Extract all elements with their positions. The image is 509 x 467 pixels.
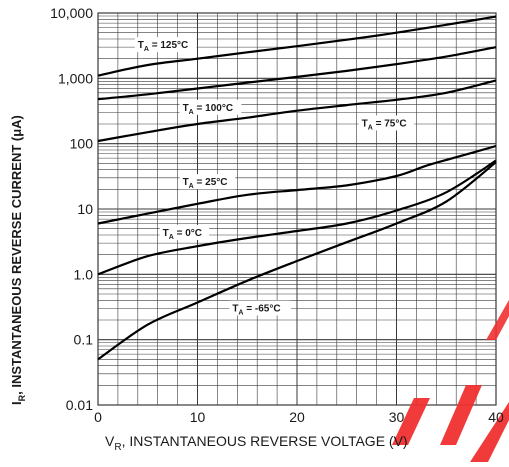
series-label-sub: A (169, 234, 174, 241)
y-tick-label: 100 (70, 136, 94, 152)
series-label: TA = 125°C (138, 40, 188, 53)
x-tick-label: 30 (389, 409, 405, 425)
x-axis-title-sub: R (114, 442, 121, 453)
tick-label-layer: 0 10 20 30 40 0.01 0.1 1.0 10 100 1,000 10,000 (50, 5, 504, 425)
series-label-bg (179, 99, 242, 115)
series-line (97, 159, 497, 276)
x-axis-title: VR, INSTANTANEOUS REVERSE VOLTAGE (V) (105, 433, 408, 453)
curve-label-layer: TA = 125°CTA = 100°CTA = 75°CTA = 25°CTA… (134, 37, 415, 316)
series-label: TA = 25°C (183, 177, 228, 190)
series-label-sub: A (368, 124, 373, 131)
x-tick-label: 20 (289, 409, 305, 425)
series-label-prefix: T (183, 103, 189, 114)
y-tick-label: 10 (77, 201, 93, 217)
series-label: TA = 0°C (163, 228, 202, 241)
series-label-rest: = 100°C (194, 103, 233, 114)
series-label: TA = -65°C (232, 303, 280, 316)
series-line (97, 46, 497, 101)
watermark (392, 300, 509, 462)
watermark-stroke (440, 385, 482, 445)
series-label-bg (159, 224, 210, 240)
watermark-stroke (470, 402, 509, 462)
series-label-bg (134, 37, 197, 53)
x-tick-label: 10 (190, 409, 206, 425)
grid-layer (97, 12, 497, 406)
series-label-prefix: T (163, 228, 169, 239)
series-label-prefix: T (362, 118, 368, 129)
series-label-rest: = 75°C (373, 118, 407, 129)
y-tick-label: 0.01 (66, 397, 93, 413)
watermark-stroke (486, 300, 509, 340)
series-line (97, 161, 497, 361)
series-label-rest: = 0°C (174, 228, 202, 239)
y-axis-title-main: I (9, 401, 24, 405)
series-label-bg (229, 300, 292, 316)
x-axis-title-rest: , INSTANTANEOUS REVERSE VOLTAGE (V) (122, 433, 408, 449)
series-line (97, 144, 497, 225)
series-label-bg (358, 115, 415, 131)
series-label-sub: A (238, 309, 243, 316)
series-label-sub: A (189, 109, 194, 116)
series-line (97, 79, 497, 143)
series-label-rest: = 25°C (194, 177, 228, 188)
y-tick-label: 1.0 (74, 266, 94, 282)
x-axis-title-main: V (105, 433, 115, 449)
y-tick-label: 1,000 (58, 70, 93, 86)
series-label-prefix: T (183, 177, 189, 188)
watermark-stroke (392, 398, 430, 445)
y-tick-label: 0.1 (74, 332, 94, 348)
x-tick-label: 40 (488, 409, 504, 425)
series-label-prefix: T (232, 303, 238, 314)
series-label-prefix: T (138, 40, 144, 51)
y-axis-title: IR, INSTANTANEOUS REVERSE CURRENT (μA) (9, 115, 27, 405)
series-label-rest: = -65°C (243, 303, 280, 314)
y-axis-title-rest: , INSTANTANEOUS REVERSE CURRENT (μA) (9, 115, 24, 395)
series-label-sub: A (189, 183, 194, 190)
curve-layer (97, 15, 497, 361)
x-tick-label: 0 (94, 409, 102, 425)
series-label-bg (179, 174, 236, 190)
y-tick-label: 10,000 (50, 5, 93, 21)
series-line (97, 15, 497, 77)
series-label: TA = 100°C (183, 103, 233, 116)
y-axis-title-sub: R (17, 394, 27, 401)
series-label-rest: = 125°C (149, 40, 188, 51)
series-label: TA = 75°C (362, 118, 407, 131)
series-label-sub: A (144, 46, 149, 53)
